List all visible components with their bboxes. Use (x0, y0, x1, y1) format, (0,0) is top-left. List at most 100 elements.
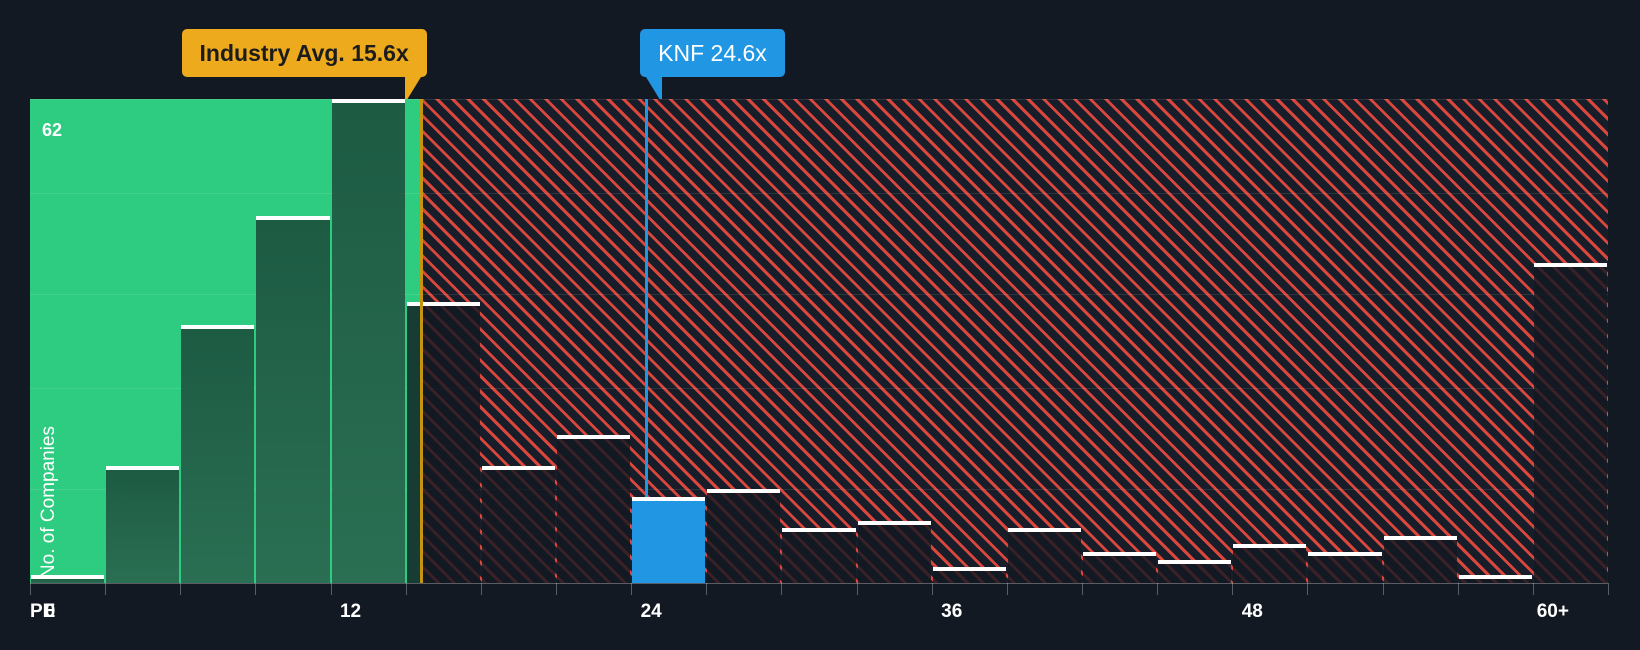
x-axis-label: 24 (640, 601, 662, 622)
x-axis-tick (1082, 583, 1083, 595)
bar-body (857, 524, 931, 583)
company-callout-tail (646, 77, 663, 103)
bar-cap (1083, 551, 1157, 556)
gridline (30, 489, 1608, 491)
x-axis-tick (255, 583, 257, 595)
bar-cap (1458, 575, 1532, 580)
bar-body (331, 103, 405, 583)
bar-cap (1233, 543, 1307, 548)
bar-body (1233, 547, 1307, 583)
histogram-bar[interactable] (857, 520, 931, 583)
bar-cap (1158, 559, 1232, 564)
x-axis-tick (706, 583, 708, 595)
x-axis-tick (30, 583, 31, 595)
bar-cap (1383, 536, 1457, 541)
x-axis-tick (1532, 583, 1534, 595)
bar-cap (181, 325, 255, 330)
bar-cap (1533, 262, 1607, 267)
bar-body (406, 305, 480, 583)
x-axis-tick (1232, 583, 1234, 595)
x-axis-tick (1608, 583, 1609, 595)
industry-average-callout[interactable]: Industry Avg. 15.6x (181, 29, 427, 77)
histogram-bar[interactable] (632, 497, 706, 583)
histogram-bar[interactable] (932, 567, 1006, 583)
x-axis-tick (1006, 583, 1008, 595)
bar-cap (1007, 528, 1081, 533)
histogram-bar[interactable] (557, 434, 631, 583)
histogram-bar[interactable] (481, 465, 555, 583)
bar-cap (106, 465, 180, 470)
histogram-bar[interactable] (331, 99, 405, 583)
gridline (30, 192, 1608, 194)
bar-body (481, 469, 555, 583)
bar-body (1458, 579, 1532, 583)
x-axis-tick (180, 583, 182, 595)
bar-body (707, 493, 781, 583)
bar-cap (857, 520, 931, 525)
company-callout-label: KNF 24.6x (658, 39, 767, 66)
bar-cap (707, 489, 781, 494)
x-axis-tick (330, 583, 332, 595)
gridline (30, 99, 1608, 100)
bar-body (1083, 555, 1157, 583)
bar-cap (406, 301, 480, 306)
bar-cap (1308, 551, 1382, 556)
x-axis-tick (1382, 583, 1384, 595)
bar-body (1383, 540, 1457, 583)
x-axis-label: 0 (44, 601, 56, 622)
histogram-bar[interactable] (31, 575, 105, 583)
x-axis-tick (781, 583, 783, 595)
bar-body (1158, 563, 1232, 583)
histogram-bar[interactable] (782, 528, 856, 583)
bar-cap (932, 567, 1006, 572)
bar-cap (331, 99, 405, 103)
x-axis-tick (556, 583, 557, 595)
histogram-bar[interactable] (256, 216, 330, 583)
company-callout[interactable]: KNF 24.6x (640, 29, 785, 77)
bar-cap (632, 497, 706, 502)
x-axis-tick (1307, 583, 1309, 595)
bar-body (106, 469, 180, 583)
industry-average-callout-label: Industry Avg. 15.6x (199, 39, 409, 66)
bar-cap (782, 528, 856, 533)
histogram-bar[interactable] (1458, 575, 1532, 583)
gridline (30, 294, 1608, 296)
bar-body (782, 532, 856, 583)
bar-cap (31, 575, 105, 580)
histogram-bar[interactable] (181, 325, 255, 583)
histogram-bar[interactable] (406, 301, 480, 583)
x-axis-tick (105, 583, 107, 595)
histogram-bar[interactable] (707, 489, 781, 583)
x-axis-label: 12 (339, 601, 362, 622)
bar-cap (481, 465, 555, 470)
bar-cap (256, 216, 330, 221)
bar-body (932, 571, 1006, 583)
x-axis-label: 60+ (1536, 601, 1569, 622)
histogram-bar[interactable] (1383, 536, 1457, 583)
bar-body (256, 220, 330, 583)
histogram-bar[interactable] (1158, 559, 1232, 583)
industry-average-callout-tail (404, 77, 421, 103)
x-axis-tick (631, 583, 633, 595)
x-axis-line (30, 583, 1608, 584)
histogram-bar[interactable] (1083, 551, 1157, 583)
bar-body (1533, 266, 1607, 583)
histogram-bar[interactable] (1308, 551, 1382, 583)
x-axis-label: 48 (1241, 601, 1263, 622)
histogram-bar[interactable] (1007, 528, 1081, 583)
histogram-bar[interactable] (1233, 543, 1307, 583)
bar-body (557, 438, 631, 583)
industry-average-marker-line (419, 99, 423, 583)
bar-body (31, 579, 105, 583)
x-axis-label: 36 (941, 601, 963, 622)
y-axis-max-label: 62 (42, 120, 63, 140)
y-axis-title: No. of Companies (38, 425, 59, 578)
plot-area (30, 99, 1608, 583)
x-axis-tick (1457, 583, 1459, 595)
x-axis-prefix-label: PE (30, 601, 56, 622)
x-axis-tick (480, 583, 482, 595)
x-axis-tick (931, 583, 933, 595)
histogram-bar[interactable] (1533, 262, 1607, 583)
histogram-bar[interactable] (106, 465, 180, 583)
